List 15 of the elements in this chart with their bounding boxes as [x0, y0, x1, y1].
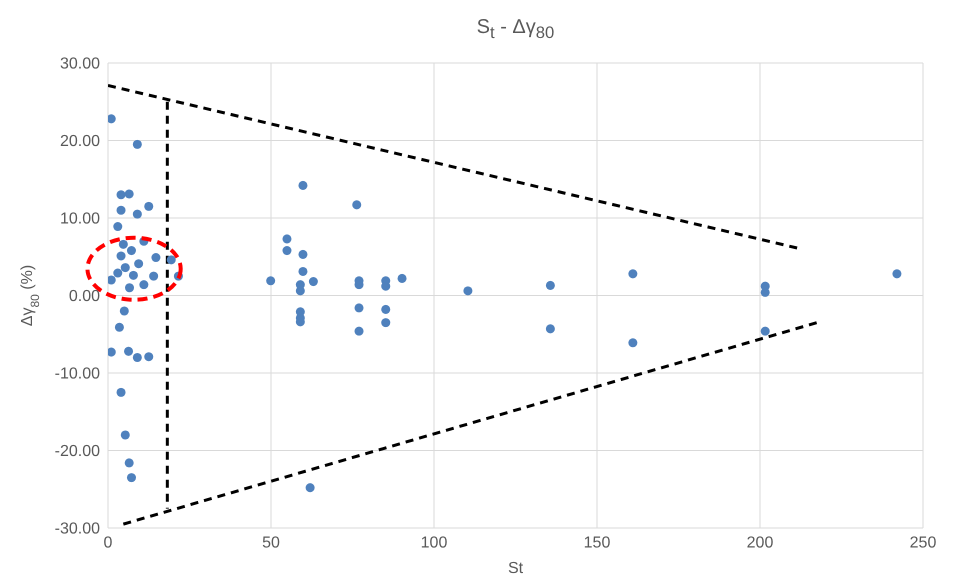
x-tick-label: 100	[420, 534, 448, 552]
y-tick-label: -30.00	[54, 520, 100, 538]
x-tick-label: 50	[262, 534, 280, 552]
x-tick-label: 250	[910, 534, 936, 552]
x-tick-label: 200	[746, 534, 774, 552]
chart-title: S$_{t}$ - Δγ$_{80}$	[476, 16, 556, 43]
x-tick-label: 150	[584, 534, 610, 552]
y-tick-label: -20.00	[54, 443, 100, 460]
x-tick-label: 0	[104, 534, 113, 552]
x-axis-title: St	[508, 560, 524, 577]
y-tick-label: 20.00	[60, 133, 100, 150]
y-tick-label: 0.00	[68, 288, 100, 306]
y-tick-label: -10.00	[54, 366, 100, 383]
y-tick-label: 30.00	[60, 56, 100, 73]
y-tick-label: 10.00	[60, 210, 100, 228]
